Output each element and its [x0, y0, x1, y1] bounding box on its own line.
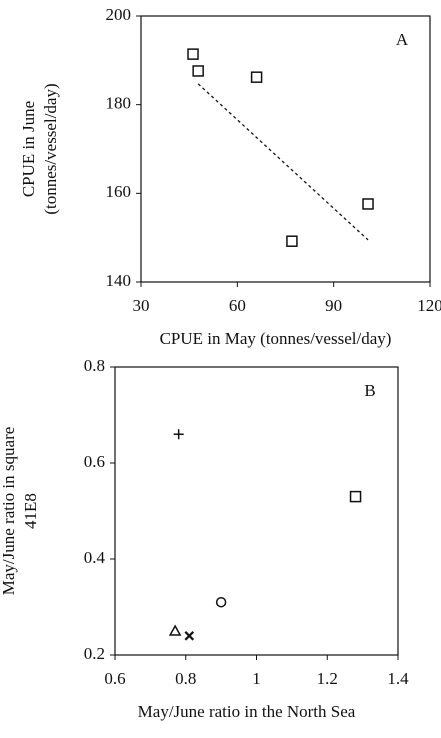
y-axis-label: CPUE in June — [19, 101, 38, 197]
x-tick-label: 30 — [133, 296, 150, 315]
y-axis-label: 41E8 — [21, 493, 40, 529]
y-tick-label: 160 — [106, 182, 132, 201]
x-tick-label: 1.2 — [317, 669, 338, 688]
point — [362, 198, 374, 210]
y-tick-label: 0.4 — [84, 548, 106, 567]
point — [349, 490, 362, 503]
point — [286, 235, 298, 247]
plot-frame — [140, 15, 431, 283]
x-tick-label: 120 — [417, 296, 441, 315]
x-axis-label: CPUE in May (tonnes/vessel/day) — [160, 329, 392, 348]
x-tick-label: 90 — [325, 296, 342, 315]
y-tick-label: 200 — [106, 5, 132, 24]
x-tick-label: 0.6 — [104, 669, 125, 688]
panel-label: B — [364, 381, 375, 400]
point — [187, 48, 199, 60]
y-axis-label: May/June ratio in square — [0, 427, 18, 596]
y-tick-label: 0.6 — [84, 452, 105, 471]
y-tick-label: 180 — [106, 94, 132, 113]
y-tick-label: 0.2 — [84, 644, 105, 663]
x-axis-label: May/June ratio in the North Sea — [138, 702, 356, 721]
point — [184, 631, 195, 641]
point — [215, 596, 227, 608]
point — [250, 71, 263, 83]
point — [192, 65, 204, 77]
plot-frame — [114, 366, 399, 656]
x-tick-label: 1 — [252, 669, 261, 688]
point — [168, 624, 182, 636]
y-tick-label: 140 — [106, 271, 132, 290]
x-tick-label: 60 — [229, 296, 246, 315]
y-tick-label: 0.8 — [84, 356, 105, 375]
x-tick-label: 1.4 — [387, 669, 409, 688]
trend-line — [197, 83, 369, 241]
x-tick-label: 0.8 — [175, 669, 196, 688]
y-axis-label: (tonnes/vessel/day) — [41, 83, 60, 214]
panel-label: A — [396, 30, 409, 49]
point — [173, 429, 184, 440]
